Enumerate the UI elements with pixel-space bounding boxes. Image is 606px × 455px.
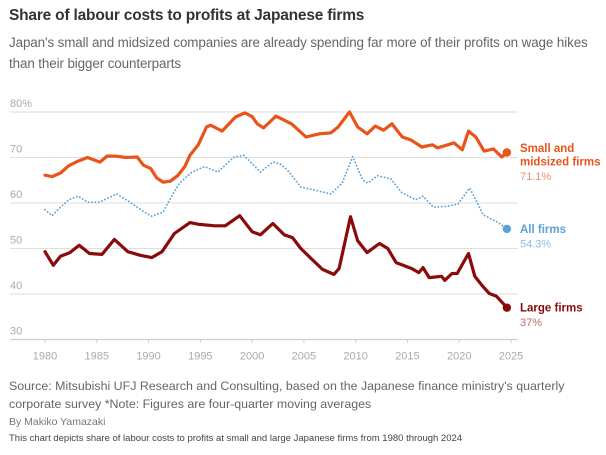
- series-end-marker-small-and-midsized-firms: [502, 148, 512, 157]
- x-tick-label: 1990: [136, 351, 160, 363]
- series-labels: All firms 54.3% Large firms 37% Small andmid…: [520, 143, 601, 329]
- source-note: Source: Mitsubishi UFJ Research and Cons…: [9, 379, 565, 411]
- x-tick-label: 2025: [499, 351, 523, 363]
- chart-subtitle: Japan's small and midsized companies are…: [9, 35, 588, 71]
- series-value-all-firms: 54.3%: [520, 238, 551, 250]
- series-label-small-and-midsized-firms: midsized firms: [520, 156, 601, 168]
- x-tick-label: 2005: [292, 351, 316, 363]
- byline: By Makiko Yamazaki: [9, 416, 106, 428]
- y-tick-label: 40: [10, 280, 22, 292]
- series-label-all-firms: All firms: [520, 224, 566, 236]
- series-line-all-firms: [44, 154, 508, 230]
- x-tick-label: 2015: [395, 351, 419, 363]
- x-tick-label: 2020: [447, 351, 471, 363]
- y-tick-label: 70: [10, 144, 22, 156]
- series-lines: [43, 110, 512, 312]
- x-tick-label: 2010: [343, 351, 367, 363]
- x-tick-label: 2000: [240, 351, 264, 363]
- x-axis: 1980 1985 1990 1995 2000 2005 2010 2015 2020 2025: [33, 339, 523, 363]
- y-axis-tick-labels: 80% 70 60 50 40 30: [10, 98, 32, 338]
- y-tick-label: 80%: [10, 98, 32, 110]
- y-tick-label: 60: [10, 189, 22, 201]
- gridlines: [10, 111, 518, 341]
- chart-description: This chart depicts share of labour costs…: [9, 433, 463, 444]
- y-tick-label: 50: [10, 235, 22, 247]
- x-tick-label: 1980: [33, 351, 57, 363]
- series-line-small-and-midsized-firms: [43, 110, 509, 184]
- series-line-large-firms: [43, 214, 509, 310]
- series-label-large-firms: Large firms: [520, 303, 583, 315]
- series-value-large-firms: 37%: [520, 317, 542, 329]
- series-end-marker-large-firms: [502, 303, 512, 312]
- x-tick-label: 1985: [85, 351, 109, 363]
- series-value-small-and-midsized-firms: 71.1%: [520, 171, 551, 183]
- line-chart: 80% 70 60 50 40 30 1980 1985 1990 1995 2000 2005 20…: [10, 98, 601, 363]
- series-label-small-and-midsized-firms: Small and: [520, 143, 574, 155]
- chart-title: Share of labour costs to profits at Japa…: [9, 7, 365, 24]
- y-tick-label: 30: [10, 326, 22, 338]
- series-end-marker-all-firms: [502, 224, 512, 234]
- x-tick-label: 1995: [188, 351, 212, 363]
